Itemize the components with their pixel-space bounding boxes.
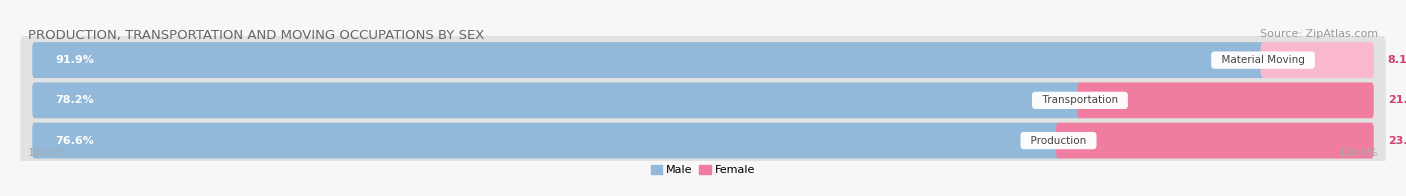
- Text: 100.0%: 100.0%: [1339, 148, 1378, 158]
- FancyBboxPatch shape: [1261, 42, 1374, 78]
- Text: Transportation: Transportation: [1036, 95, 1125, 105]
- Text: Source: ZipAtlas.com: Source: ZipAtlas.com: [1260, 29, 1378, 39]
- FancyBboxPatch shape: [32, 42, 1265, 78]
- Text: 23.4%: 23.4%: [1388, 136, 1406, 146]
- Text: PRODUCTION, TRANSPORTATION AND MOVING OCCUPATIONS BY SEX: PRODUCTION, TRANSPORTATION AND MOVING OC…: [28, 29, 484, 42]
- Text: 78.2%: 78.2%: [55, 95, 94, 105]
- Text: 76.6%: 76.6%: [55, 136, 94, 146]
- FancyBboxPatch shape: [32, 123, 1062, 159]
- FancyBboxPatch shape: [20, 76, 1386, 124]
- Text: Production: Production: [1024, 136, 1092, 146]
- FancyBboxPatch shape: [20, 36, 1386, 84]
- FancyBboxPatch shape: [32, 83, 1083, 118]
- Text: 100.0%: 100.0%: [28, 148, 67, 158]
- FancyBboxPatch shape: [1077, 83, 1374, 118]
- Text: 91.9%: 91.9%: [55, 55, 94, 65]
- Legend: Male, Female: Male, Female: [647, 161, 759, 180]
- Text: 8.1%: 8.1%: [1388, 55, 1406, 65]
- Text: 21.8%: 21.8%: [1388, 95, 1406, 105]
- FancyBboxPatch shape: [20, 116, 1386, 165]
- FancyBboxPatch shape: [1056, 123, 1374, 159]
- Text: Material Moving: Material Moving: [1215, 55, 1312, 65]
